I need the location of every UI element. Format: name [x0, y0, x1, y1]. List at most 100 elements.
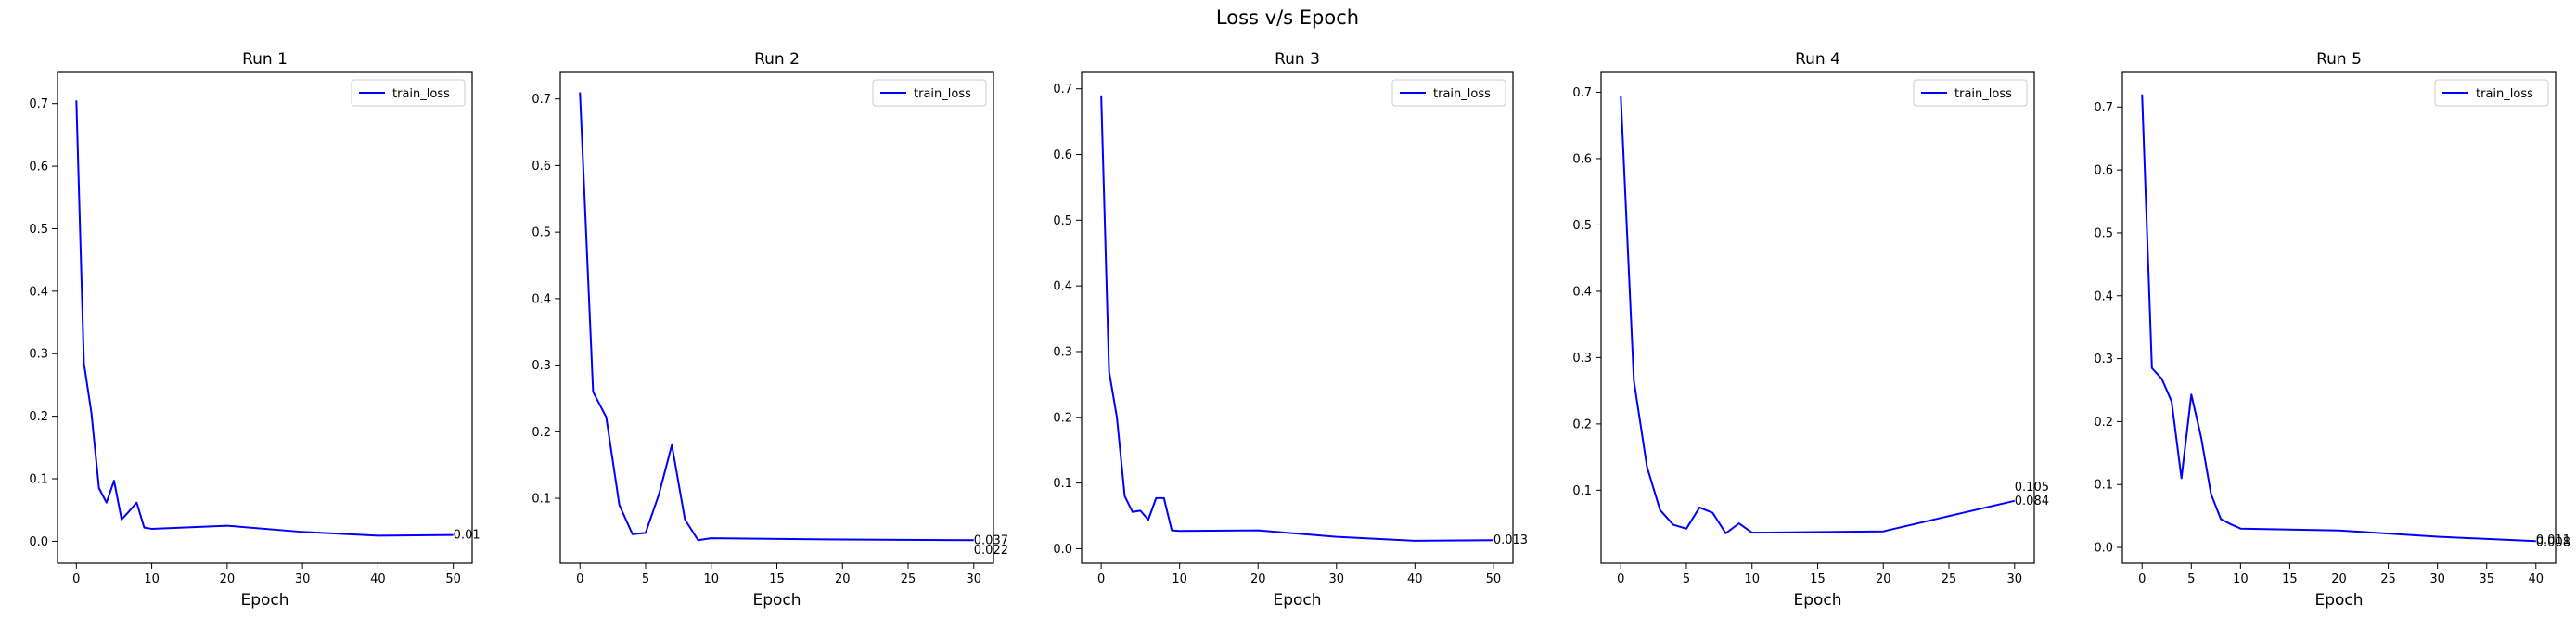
- x-tick-label: 20: [220, 572, 236, 586]
- y-tick-label: 0.6: [2094, 164, 2113, 178]
- series-line-train-loss: [2141, 94, 2536, 543]
- x-tick-label: 10: [1172, 572, 1187, 586]
- x-tick-label: 5: [1683, 572, 1690, 586]
- x-tick-label: 30: [966, 572, 981, 586]
- y-tick-label: 0.7: [2094, 101, 2113, 115]
- y-tick-label: 0.0: [1053, 543, 1072, 557]
- y-tick-label: 0.1: [532, 493, 551, 507]
- legend-label: train_loss: [1954, 87, 2012, 101]
- y-tick-label: 0.1: [2094, 479, 2113, 493]
- x-tick-label: 30: [295, 572, 311, 586]
- y-tick-label: 0.5: [2094, 226, 2113, 240]
- value-annotation: 0.013: [1493, 533, 1528, 547]
- value-annotation: 0.037: [974, 533, 1008, 547]
- x-tick-label: 0: [576, 572, 583, 586]
- x-tick-label: 20: [1250, 572, 1266, 586]
- x-tick-label: 30: [2429, 572, 2445, 586]
- y-tick-label: 0.5: [532, 226, 551, 240]
- subplot-run-1: Run 1 0 10 20 30 40 50 0.0 0.1 0.2 0.3 0.4 0.5 0.6 0.7…: [29, 50, 480, 610]
- y-tick-label: 0.1: [1053, 477, 1072, 491]
- y-tick-label: 0.4: [1053, 280, 1072, 294]
- legend-label: train_loss: [1433, 87, 1491, 101]
- subplot-run-4: Run 4 0 5 10 15 20 25 30 0.1 0.2 0.3 0.4 0.5 0.6 0.7 Ep…: [1572, 50, 2049, 610]
- subplot-title: Run 2: [754, 50, 800, 69]
- y-tick-label: 0.2: [1053, 411, 1072, 425]
- x-tick-label: 15: [2282, 572, 2298, 586]
- y-tick-label: 0.2: [2094, 416, 2113, 430]
- x-axis-label: Epoch: [240, 591, 288, 610]
- y-tick-label: 0.6: [1053, 148, 1072, 162]
- x-tick-label: 25: [901, 572, 916, 586]
- x-tick-label: 50: [1486, 572, 1502, 586]
- y-tick-label: 0.3: [1572, 352, 1592, 366]
- y-tick-label: 0.3: [1053, 345, 1072, 359]
- value-annotation: 0.01: [454, 529, 481, 543]
- legend-label: train_loss: [914, 87, 971, 101]
- x-axis-label: Epoch: [1793, 591, 1841, 610]
- x-axis-label: Epoch: [752, 591, 801, 610]
- y-tick-label: 0.3: [532, 359, 551, 373]
- y-tick-label: 0.2: [29, 410, 48, 424]
- legend-box: [2434, 79, 2549, 107]
- y-tick-label: 0.5: [1053, 214, 1072, 228]
- x-axis-label: Epoch: [2314, 591, 2363, 610]
- x-tick-label: 10: [1744, 572, 1760, 586]
- x-tick-label: 30: [1328, 572, 1344, 586]
- x-tick-label: 20: [2331, 572, 2347, 586]
- value-annotation: 0.008: [2536, 536, 2570, 550]
- y-tick-label: 0.0: [29, 535, 48, 549]
- legend-box: [1391, 79, 1506, 107]
- x-tick-label: 10: [703, 572, 719, 586]
- plot-frame: [559, 71, 994, 564]
- y-tick-label: 0.7: [532, 93, 551, 107]
- y-tick-label: 0.0: [2094, 542, 2113, 556]
- x-tick-label: 0: [1097, 572, 1105, 586]
- y-tick-label: 0.4: [2094, 289, 2113, 303]
- y-tick-label: 0.1: [29, 473, 48, 487]
- legend-box: [872, 79, 987, 107]
- plot-frame: [1081, 71, 1514, 564]
- x-tick-label: 5: [2187, 572, 2195, 586]
- x-tick-label: 25: [1942, 572, 1957, 586]
- x-tick-label: 40: [2528, 572, 2544, 586]
- y-tick-label: 0.6: [1572, 152, 1592, 166]
- y-tick-label: 0.2: [1572, 418, 1592, 431]
- y-tick-label: 0.6: [29, 161, 48, 174]
- subplot-run-3: Run 3 0 10 20 30 40 50 0.0 0.1 0.2 0.3 0.4 0.5 0.6 0.7…: [1053, 50, 1528, 610]
- x-tick-label: 50: [445, 572, 461, 586]
- x-tick-label: 15: [769, 572, 785, 586]
- y-tick-label: 0.5: [29, 223, 48, 237]
- x-tick-label: 5: [642, 572, 649, 586]
- plot-frame: [57, 71, 473, 564]
- legend-box: [1913, 79, 2028, 107]
- x-tick-label: 20: [1876, 572, 1891, 586]
- legend-label: train_loss: [392, 87, 450, 101]
- subplot-title: Run 1: [242, 50, 288, 69]
- plot-frame: [2121, 71, 2557, 564]
- y-tick-label: 0.4: [1572, 285, 1592, 299]
- y-tick-label: 0.2: [532, 426, 551, 440]
- x-axis-label: Epoch: [1273, 591, 1321, 610]
- plot-frame: [1600, 71, 2035, 564]
- y-tick-label: 0.3: [2094, 353, 2113, 366]
- y-tick-label: 0.5: [1572, 219, 1592, 233]
- legend-box: [351, 79, 466, 107]
- y-tick-label: 0.7: [29, 97, 48, 111]
- x-tick-label: 25: [2380, 572, 2396, 586]
- x-tick-label: 0: [1617, 572, 1624, 586]
- y-tick-label: 0.6: [532, 160, 551, 174]
- x-tick-label: 35: [2479, 572, 2494, 586]
- x-tick-label: 10: [2233, 572, 2249, 586]
- y-tick-label: 0.4: [532, 292, 551, 306]
- y-tick-label: 0.7: [1053, 83, 1072, 96]
- subplot-title: Run 4: [1795, 50, 1840, 69]
- x-tick-label: 30: [2006, 572, 2022, 586]
- subplot-title: Run 3: [1275, 50, 1320, 69]
- x-tick-label: 0: [72, 572, 80, 586]
- x-tick-label: 20: [835, 572, 851, 586]
- figure-title: Loss v/s Epoch: [1216, 6, 1359, 29]
- x-tick-label: 40: [370, 572, 386, 586]
- y-tick-label: 0.7: [1572, 86, 1592, 100]
